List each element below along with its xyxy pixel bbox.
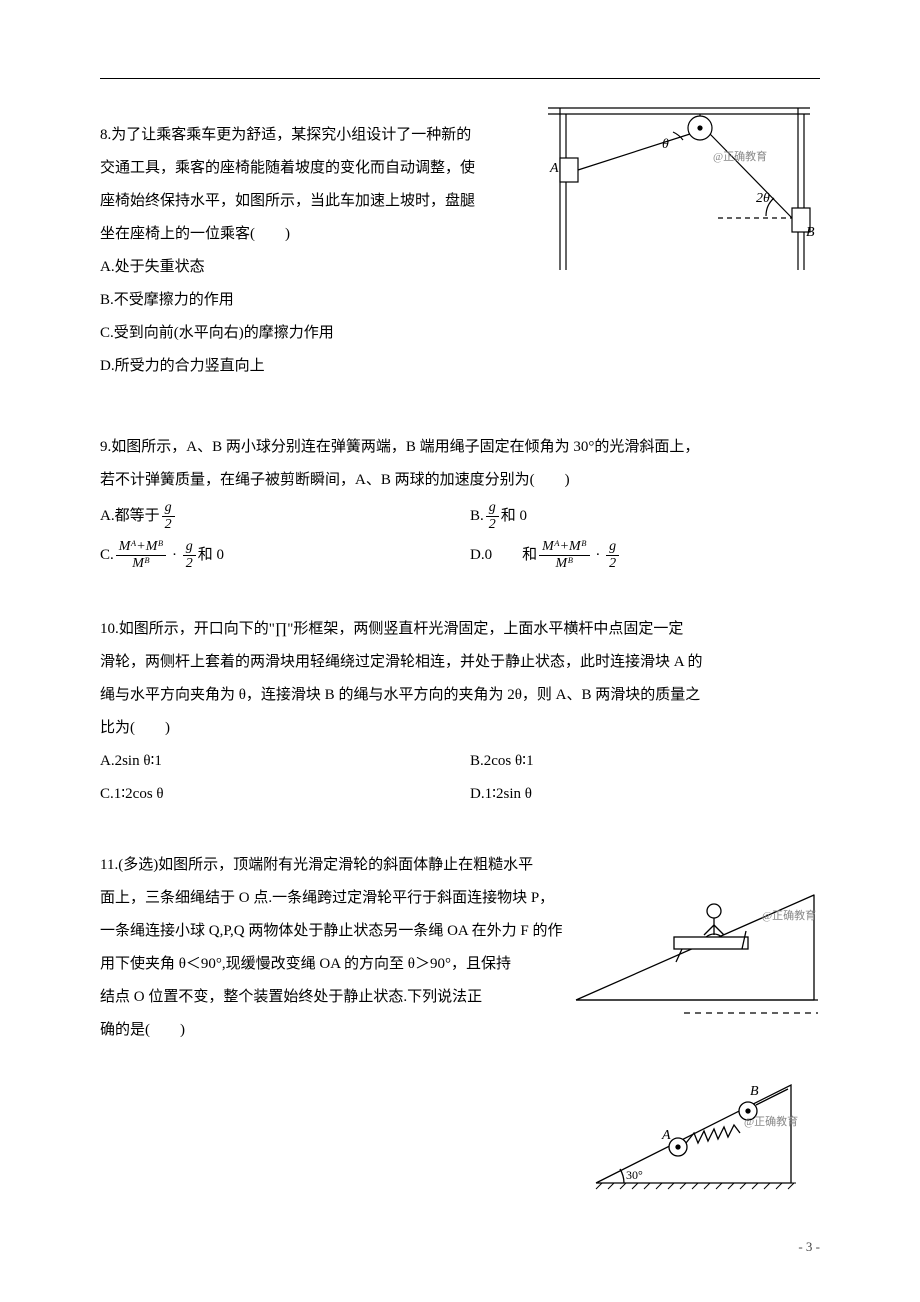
q10-stem-l1: 10.如图所示，开口向下的"∏"形框架，两侧竖直杆光滑固定，上面水平横杆中点固定… <box>100 613 820 646</box>
frac-num: g <box>162 501 175 517</box>
q8-choice-B: B.不受摩擦力的作用 <box>100 284 820 317</box>
q10-stem-l2: 滑轮，两侧杆上套着的两滑块用轻绳绕过定滑轮相连，并处于静止状态，此时连接滑块 A… <box>100 646 820 679</box>
q10-choice-D: D.1∶2sin θ <box>450 778 820 811</box>
q11-stem-l2: 面上，三条细绳结于 O 点.一条绳跨过定滑轮平行于斜面连接物块 P， <box>100 882 600 915</box>
watermark: @正确教育 <box>762 908 816 922</box>
frac-den: 2 <box>162 517 175 532</box>
q9-B-post: 和 0 <box>501 508 527 524</box>
q8-choice-A: A.处于失重状态 <box>100 251 820 284</box>
question-10: 10.如图所示，开口向下的"∏"形框架，两侧竖直杆光滑固定，上面水平横杆中点固定… <box>100 613 820 811</box>
q10-choice-A: A.2sin θ∶1 <box>100 745 450 778</box>
frac-num: g <box>486 501 499 517</box>
frac-num: g <box>183 540 196 556</box>
frac-den: Mᴮ <box>539 556 589 571</box>
frac-den: Mᴮ <box>116 556 166 571</box>
q8-choice-D: D.所受力的合力竖直向上 <box>100 350 820 383</box>
q9-stem-l2: 若不计弹簧质量，在绳子被剪断瞬间，A、B 两球的加速度分别为( ) <box>100 464 820 497</box>
q8-stem-l3: 座椅始终保持水平，如图所示，当此车加速上坡时，盘腿 <box>100 185 540 218</box>
q9-C-post: 和 0 <box>198 547 224 563</box>
q11-stem-l6: 确的是( ) <box>100 1014 600 1047</box>
q9-stem-l1: 9.如图所示，A、B 两小球分别连在弹簧两端，B 端用绳子固定在倾角为 30°的… <box>100 431 820 464</box>
q10-stem-l3: 绳与水平方向夹角为 θ，连接滑块 B 的绳与水平方向的夹角为 2θ，则 A、B … <box>100 679 820 712</box>
q8-stem-l4: 坐在座椅上的一位乘客( ) <box>100 218 540 251</box>
q9-choice-B: B.g2和 0 <box>450 497 820 536</box>
q9-choice-C: C.Mᴬ+MᴮMᴮ · g2和 0 <box>100 536 450 575</box>
frac-den: 2 <box>606 556 619 571</box>
label-B2: B <box>750 1084 759 1099</box>
q9-A-pre: A.都等于 <box>100 508 160 524</box>
frac-den: 2 <box>183 556 196 571</box>
question-9: 9.如图所示，A、B 两小球分别连在弹簧两端，B 端用绳子固定在倾角为 30°的… <box>100 431 820 575</box>
q9-D-pre: D.0 和 <box>470 547 537 563</box>
top-rule <box>100 78 820 79</box>
q8-choice-C: C.受到向前(水平向右)的摩擦力作用 <box>100 317 820 350</box>
q9-choice-D: D.0 和Mᴬ+MᴮMᴮ · g2 <box>450 536 820 575</box>
frac-num: Mᴬ+Mᴮ <box>539 540 589 556</box>
q11-stem-l3: 一条绳连接小球 Q,P,Q 两物体处于静止状态另一条绳 OA 在外力 F 的作 <box>100 915 600 948</box>
q11-stem-l1: 11.(多选)如图所示，顶端附有光滑定滑轮的斜面体静止在粗糙水平 <box>100 849 600 882</box>
q9-C-pre: C. <box>100 547 114 563</box>
q8-stem-l1: 8.为了让乘客乘车更为舒适，某探究小组设计了一种新的 <box>100 119 540 152</box>
q10-choice-B: B.2cos θ∶1 <box>450 745 820 778</box>
page-number: - 3 - <box>798 1233 820 1262</box>
frac-num: g <box>606 540 619 556</box>
q10-choice-C: C.1∶2cos θ <box>100 778 450 811</box>
q10-stem-l4: 比为( ) <box>100 712 820 745</box>
watermark: @正确教育 <box>744 1114 798 1128</box>
frac-den: 2 <box>486 517 499 532</box>
q9-B-pre: B. <box>470 508 484 524</box>
frac-num: Mᴬ+Mᴮ <box>116 540 166 556</box>
q11-stem-l5: 结点 O 位置不变，整个装置始终处于静止状态.下列说法正 <box>100 981 600 1014</box>
label-angle: 30° <box>626 1168 643 1182</box>
q8-stem-l2: 交通工具，乘客的座椅能随着坡度的变化而自动调整，使 <box>100 152 540 185</box>
figure-q11b: A B 30° @正确教育 <box>566 1055 828 1205</box>
q9-D-mid: · <box>592 547 605 563</box>
q11-stem-l4: 用下使夹角 θ＜90°,现缓慢改变绳 OA 的方向至 θ＞90°，且保持 <box>100 948 600 981</box>
figure-q11a: @正确教育 <box>566 885 828 1025</box>
label-A2: A <box>661 1128 671 1143</box>
q9-choice-A: A.都等于g2 <box>100 497 450 536</box>
q9-C-mid: · <box>168 547 181 563</box>
question-8: 8.为了让乘客乘车更为舒适，某探究小组设计了一种新的 交通工具，乘客的座椅能随着… <box>100 119 820 383</box>
